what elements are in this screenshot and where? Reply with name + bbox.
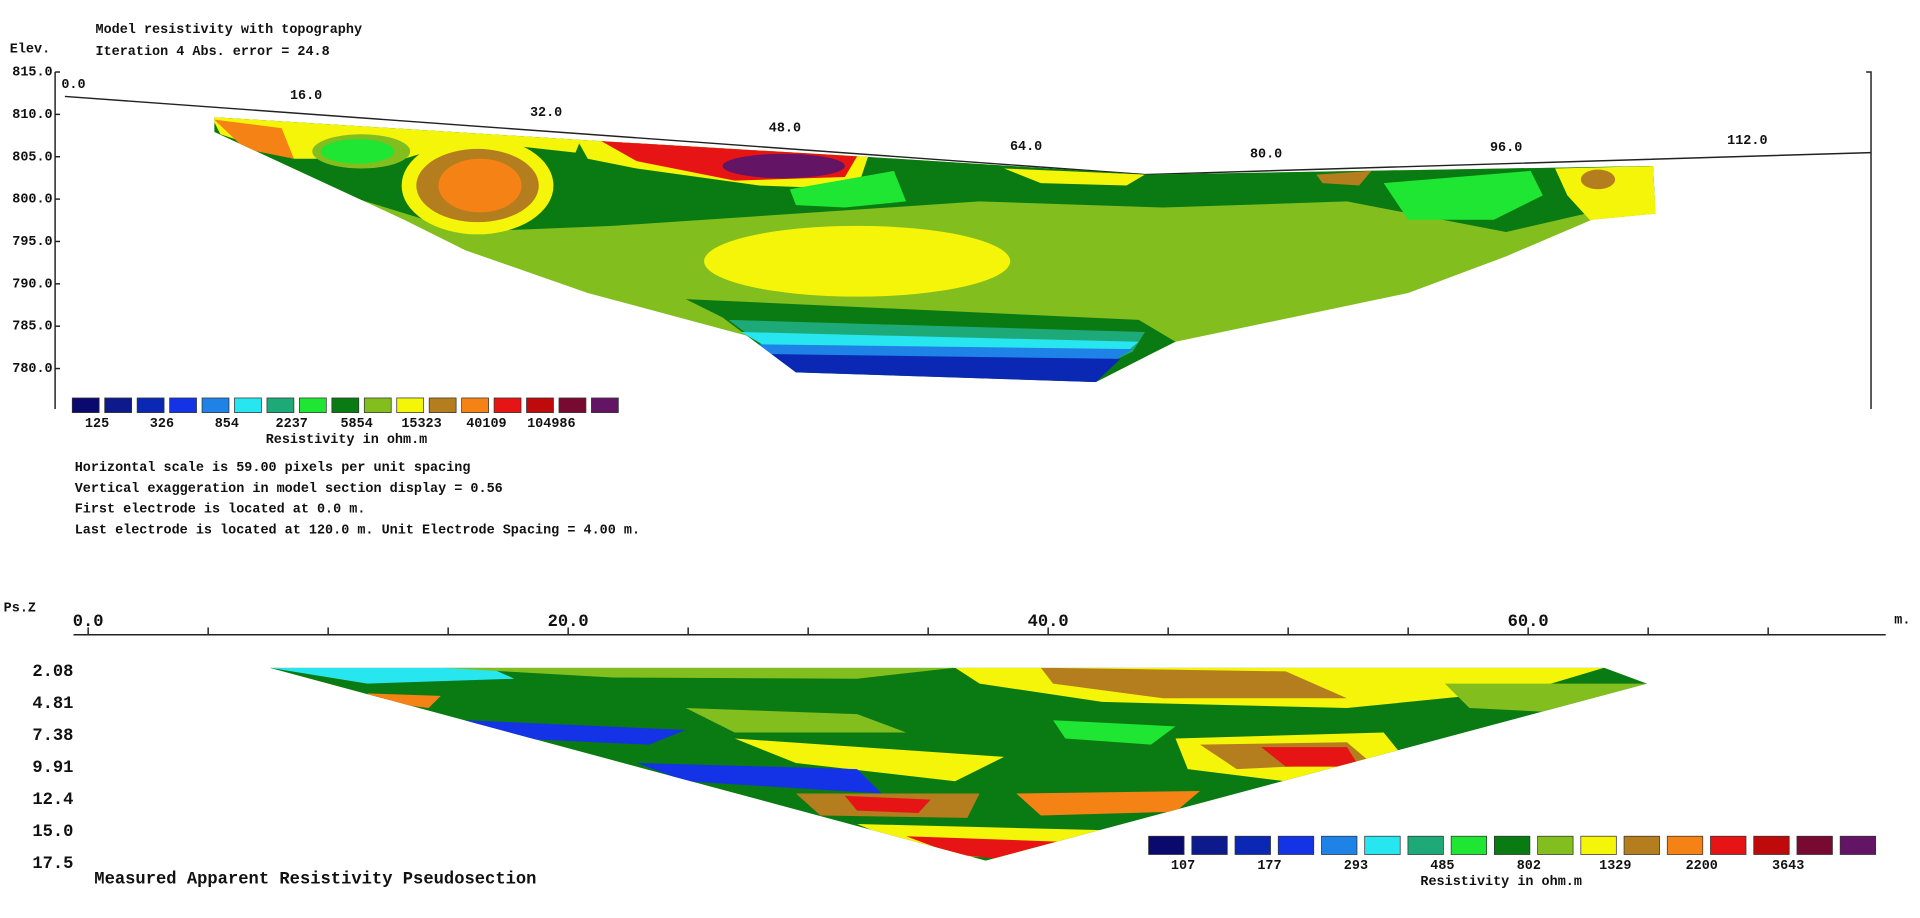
model-title: Model resistivity with topography	[96, 23, 363, 38]
legend-swatch	[1191, 835, 1228, 855]
legend-swatch	[1450, 835, 1488, 855]
x-tick-label: 96.0	[1490, 141, 1522, 156]
y-tick-label: 2.08	[32, 663, 73, 682]
legend-swatch	[461, 397, 489, 413]
legend-swatch	[1364, 835, 1401, 855]
legend-swatch	[1666, 835, 1704, 855]
x-tick-label: 60.0	[1508, 613, 1549, 632]
legend-swatch	[201, 397, 230, 413]
legend-swatch	[1796, 835, 1833, 855]
legend-swatch	[1277, 835, 1315, 855]
legend-swatch	[1407, 835, 1444, 855]
legend-swatch	[1710, 835, 1747, 855]
legend-label: 326	[150, 417, 174, 432]
y-tick-label: 800.0	[12, 193, 52, 208]
legend-swatch	[526, 397, 554, 413]
x-tick-label: 64.0	[1010, 140, 1042, 155]
legend-label: 2237	[276, 417, 308, 432]
legend-title: Resistivity in ohm.m	[266, 433, 428, 448]
note: Last electrode is located at 120.0 m. Un…	[75, 523, 640, 538]
legend-swatch	[1623, 835, 1660, 855]
legend-label: 107	[1171, 859, 1195, 874]
y-tick-label: 785.0	[12, 320, 52, 335]
x-unit: m.	[1894, 614, 1910, 629]
legend-swatch	[1234, 835, 1271, 855]
y-tick-label: 780.0	[12, 362, 52, 377]
legend-label: 3643	[1772, 859, 1804, 874]
model-section	[214, 117, 1656, 383]
legend-swatch	[1537, 835, 1574, 855]
legend-label: 15323	[401, 417, 441, 432]
x-tick-label: 48.0	[769, 122, 801, 137]
legend-swatch	[493, 397, 522, 413]
y-tick-label: 17.5	[32, 855, 73, 874]
legend-label: 2200	[1686, 859, 1718, 874]
pseudosection	[269, 667, 1647, 861]
legend-label: 125	[85, 417, 109, 432]
legend-swatch	[266, 397, 295, 413]
y-axis-label: Elev.	[10, 42, 50, 57]
y-tick-label: 9.91	[32, 759, 73, 778]
x-tick-label: 0.0	[73, 613, 104, 632]
legend-title: Resistivity in ohm.m	[1420, 875, 1582, 890]
legend-swatch	[591, 397, 619, 413]
legend-label: 485	[1430, 859, 1454, 874]
legend-swatch	[331, 397, 360, 413]
legend-label: 854	[215, 417, 239, 432]
x-tick-label: 16.0	[290, 89, 322, 104]
legend-swatch	[1753, 835, 1790, 855]
x-tick-label: 40.0	[1028, 613, 1069, 632]
legend-swatch	[299, 397, 327, 413]
legend-swatch	[1148, 835, 1185, 855]
legend-label: 177	[1257, 859, 1281, 874]
legend-label: 104986	[527, 417, 575, 432]
x-tick-label: 80.0	[1250, 147, 1282, 162]
legend-label: 5854	[340, 417, 372, 432]
y-axis-label: Ps.Z	[4, 601, 36, 616]
x-tick-label: 32.0	[530, 106, 562, 121]
legend-swatch	[363, 397, 392, 413]
legend-label: 40109	[466, 417, 506, 432]
legend-label: 802	[1517, 859, 1541, 874]
x-tick-label: 112.0	[1727, 134, 1767, 149]
note: Vertical exaggeration in model section d…	[75, 482, 503, 497]
legend-label: 293	[1344, 859, 1368, 874]
legend-label: 1329	[1599, 859, 1631, 874]
legend-swatch	[1494, 835, 1531, 855]
legend-swatch	[104, 397, 132, 413]
legend-swatch	[428, 397, 457, 413]
y-tick-label: 810.0	[12, 108, 52, 123]
y-tick-label: 12.4	[32, 791, 73, 810]
note: Horizontal scale is 59.00 pixels per uni…	[75, 461, 471, 476]
y-tick-label: 15.0	[32, 823, 73, 842]
legend-swatch	[169, 397, 197, 413]
x-tick-label: 20.0	[548, 613, 589, 632]
legend-swatch	[1580, 835, 1617, 855]
model-subtitle: Iteration 4 Abs. error = 24.8	[96, 45, 330, 60]
right-axis	[1866, 71, 1872, 409]
y-tick-label: 790.0	[12, 277, 52, 292]
legend-swatch	[136, 397, 165, 413]
legend-swatch	[1839, 835, 1877, 855]
note: First electrode is located at 0.0 m.	[75, 503, 366, 518]
y-tick-label: 7.38	[32, 727, 73, 746]
legend-swatch	[234, 397, 262, 413]
y-tick-label: 815.0	[12, 66, 52, 81]
legend-swatch	[396, 397, 425, 413]
legend-swatch	[558, 397, 587, 413]
pseudosection-title: Measured Apparent Resistivity Pseudosect…	[94, 870, 536, 889]
y-tick-label: 795.0	[12, 235, 52, 250]
x-tick-label: 0.0	[61, 78, 85, 93]
legend-swatch	[1321, 835, 1358, 855]
legend-swatch	[71, 397, 100, 413]
y-tick-label: 805.0	[12, 150, 52, 165]
y-tick-label: 4.81	[32, 695, 73, 714]
